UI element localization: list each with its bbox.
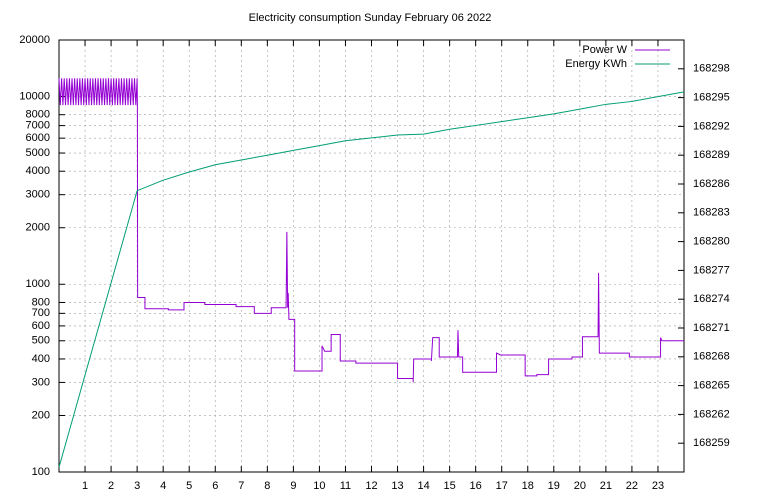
y-tick-label: 100 [32,466,50,478]
y2-tick-label: 168295 [693,92,730,104]
x-tick-label: 20 [574,480,586,492]
y-tick-label: 500 [32,335,50,347]
legend-label: Energy KWh [565,58,627,70]
y2-tick-label: 168283 [693,207,730,219]
x-tick-label: 6 [212,480,218,492]
y2-tick-label: 168268 [693,351,730,363]
y-tick-label: 300 [32,376,50,388]
x-tick-label: 15 [444,480,456,492]
y-tick-label: 800 [32,296,50,308]
x-tick-label: 2 [108,480,114,492]
y-tick-label: 6000 [26,132,50,144]
y-tick-label: 700 [32,307,50,319]
x-tick-label: 7 [238,480,244,492]
chart-title: Electricity consumption Sunday February … [249,12,492,24]
x-tick-label: 3 [134,480,140,492]
y2-tick-label: 168277 [693,264,730,276]
y-tick-label: 5000 [26,147,50,159]
y2-tick-label: 168271 [693,322,730,334]
y2-tick-label: 168298 [693,63,730,75]
series-line [58,91,685,468]
y-tick-label: 8000 [26,109,50,121]
y-tick-label: 10000 [19,90,50,102]
y-tick-label: 3000 [26,189,50,201]
x-tick-label: 10 [313,480,325,492]
legend-label: Power W [582,44,627,56]
y2-tick-label: 168259 [693,437,730,449]
y-tick-label: 400 [32,353,50,365]
y2-tick-label: 168289 [693,149,730,161]
y-tick-label: 20000 [19,34,50,46]
x-tick-label: 12 [365,480,377,492]
y-tick-label: 1000 [26,278,50,290]
x-tick-label: 17 [496,480,508,492]
x-tick-label: 13 [391,480,403,492]
x-tick-label: 5 [186,480,192,492]
plot-frame [58,39,685,473]
x-tick-label: 11 [340,480,351,492]
x-tick-label: 22 [626,480,638,492]
x-tick-label: 16 [470,480,482,492]
x-tick-label: 9 [290,480,296,492]
y2-tick-label: 168280 [693,236,730,248]
y2-tick-label: 168262 [693,408,730,420]
x-tick-label: 21 [600,480,612,492]
series-line [58,78,684,383]
y-tick-label: 7000 [26,120,50,132]
x-tick-label: 23 [652,480,664,492]
y2-tick-label: 168292 [693,120,730,132]
x-tick-label: 4 [160,480,166,492]
x-tick-label: 18 [522,480,534,492]
y-tick-label: 2000 [26,222,50,234]
y2-tick-label: 168265 [693,380,730,392]
x-tick-label: 1 [82,480,88,492]
y2-tick-label: 168286 [693,178,730,190]
y2-tick-label: 168274 [693,293,730,305]
x-tick-label: 14 [417,480,429,492]
x-tick-label: 19 [548,480,560,492]
x-tick-label: 8 [264,480,270,492]
y-tick-label: 200 [32,409,50,421]
y-tick-label: 4000 [26,165,50,177]
y-tick-label: 600 [32,320,50,332]
